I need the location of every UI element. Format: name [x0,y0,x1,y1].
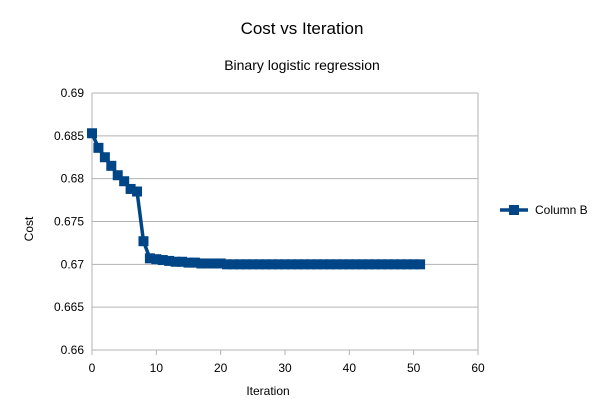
data-point [132,186,143,197]
data-point [363,259,374,270]
data-point [337,259,348,270]
data-point [119,176,130,187]
data-point [286,259,297,270]
data-point [267,259,278,270]
y-axis-label: Cost [22,216,36,241]
x-tick-label: 40 [343,361,357,375]
data-point [395,259,406,270]
data-point [344,259,355,270]
data-point [312,259,323,270]
data-point [222,259,233,270]
data-point [209,258,220,269]
data-point [350,259,361,270]
data-point [415,259,426,270]
data-point [254,259,265,270]
data-point [202,258,213,269]
data-point [170,256,181,267]
data-point [331,259,342,270]
data-point [389,259,400,270]
legend-label: Column B [535,203,588,217]
data-point [138,236,149,247]
data-point [87,128,97,139]
data-point [370,259,381,270]
y-tick-label: 0.69 [61,86,85,100]
data-point [106,160,117,171]
chart-title: Cost vs Iteration [241,19,364,38]
data-point [157,255,168,266]
data-point [357,259,368,270]
data-point [189,257,200,268]
grid [92,92,478,351]
data-point [164,255,175,266]
x-axis-label: Iteration [246,384,289,398]
chart-subtitle: Binary logistic regression [224,57,380,73]
data-point [408,259,419,270]
data-point [280,259,290,270]
data-point [305,259,316,270]
data-point [402,259,413,270]
y-tick-label: 0.665 [54,300,84,314]
data-point [183,257,194,268]
y-tick-label: 0.68 [61,172,85,186]
data-point [151,254,162,265]
legend-marker [509,205,519,215]
data-point [99,152,110,163]
data-point [196,258,207,269]
x-tick-label: 50 [407,361,421,375]
data-point [325,259,336,270]
x-tick-label: 0 [89,361,96,375]
data-point [144,253,155,264]
axes: 0.66 0.665 0.67 0.675 0.68 0.685 0.69 0 10 20 30 40… [54,86,485,375]
data-point [234,259,245,270]
y-tick-label: 0.675 [54,215,84,229]
series-layer [87,128,426,270]
data-point [273,259,284,270]
data-point [215,258,226,269]
data-point [228,259,239,270]
y-tick-label: 0.67 [61,257,85,271]
data-point [112,170,123,181]
data-point [292,259,303,270]
data-point [247,259,258,270]
x-tick-label: 60 [471,361,485,375]
legend: Column B [500,203,588,217]
data-point [382,259,393,270]
data-point [241,259,252,270]
data-point [177,256,188,267]
x-tick-label: 10 [150,361,164,375]
x-tick-label: 30 [278,361,292,375]
x-tick-label: 20 [214,361,228,375]
data-point [125,183,136,194]
y-tick-label: 0.66 [61,343,85,357]
data-point [260,259,271,270]
data-point [318,259,329,270]
y-tick-label: 0.685 [54,129,84,143]
data-point [299,259,310,270]
data-point [376,259,387,270]
data-point [93,142,104,153]
